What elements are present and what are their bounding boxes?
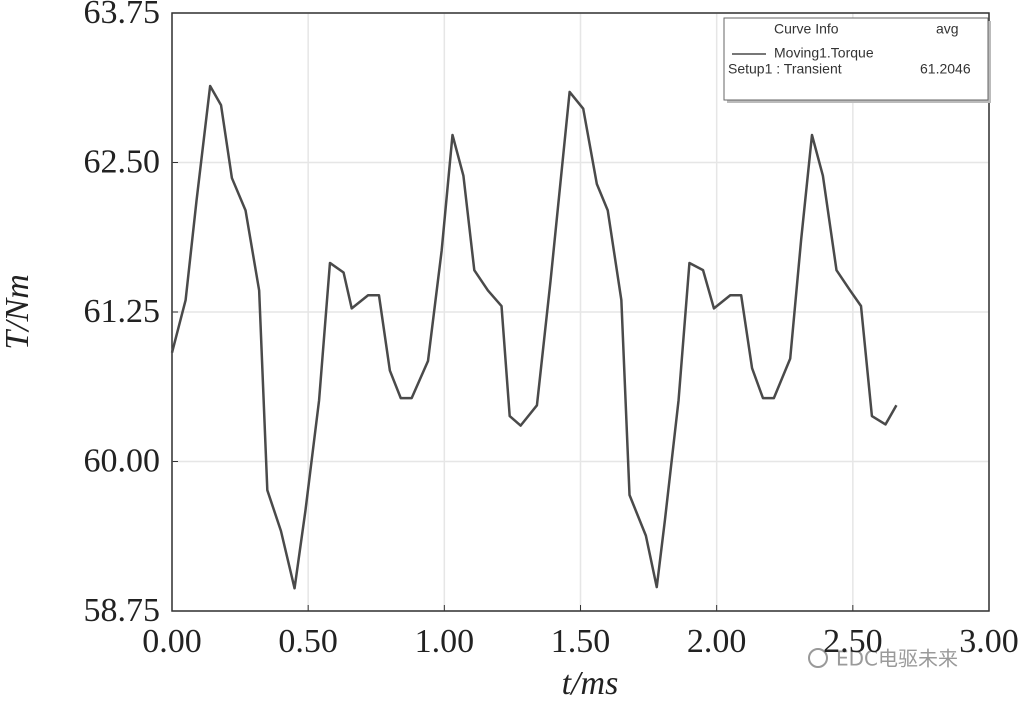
x-tick-label: 1.50 — [551, 623, 611, 660]
watermark: EDC电驱未来 — [836, 647, 958, 671]
y-tick-label: 63.75 — [84, 0, 161, 31]
legend-setup: Setup1 : Transient — [728, 61, 842, 77]
y-tick-label: 58.75 — [84, 592, 161, 629]
y-axis-label: T/Nm — [0, 274, 36, 350]
legend-avg: 61.2046 — [920, 61, 971, 77]
data-line — [170, 84, 898, 590]
x-tick-label: 0.50 — [278, 623, 338, 660]
x-tick-label: 2.00 — [687, 623, 747, 660]
watermark-group: EDC电驱未来 — [808, 647, 958, 671]
x-axis-label: t/ms — [562, 665, 619, 702]
y-tick-label: 61.25 — [84, 293, 161, 330]
legend-column: avg — [936, 21, 959, 37]
watermark-icon — [808, 648, 828, 668]
x-tick-label: 2.50 — [823, 623, 883, 660]
x-tick-label: 1.00 — [415, 623, 475, 660]
y-tick-label: 60.00 — [84, 442, 161, 479]
legend-title: Curve Info — [774, 21, 839, 37]
y-tick-label: 62.50 — [84, 143, 161, 180]
legend-box — [723, 17, 989, 101]
x-tick-label: 3.00 — [959, 623, 1019, 660]
plot-frame — [171, 12, 990, 612]
x-tick-label: 0.00 — [142, 623, 202, 660]
legend-entry: Moving1.Torque — [774, 45, 874, 61]
